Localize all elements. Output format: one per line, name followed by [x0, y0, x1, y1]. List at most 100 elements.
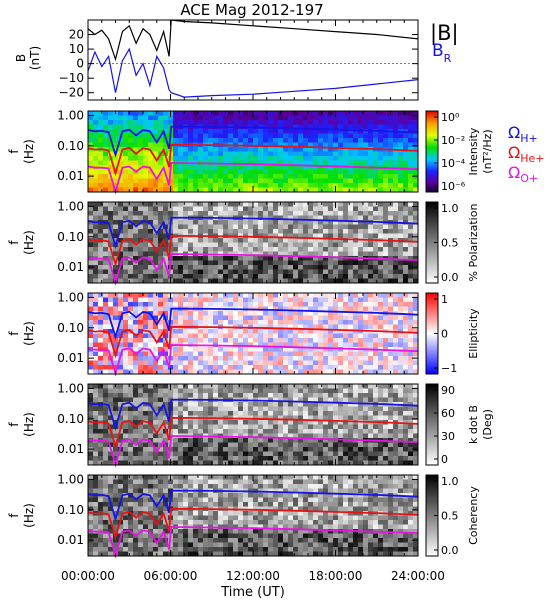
spectrogram-cell — [368, 342, 374, 348]
spectrogram-cell — [348, 311, 354, 316]
spectrogram-cell — [208, 129, 214, 134]
spectrogram-cell — [318, 169, 324, 175]
spectrogram-cell — [293, 456, 299, 461]
spectrogram-cell — [108, 220, 114, 225]
spectrogram-cell — [208, 247, 214, 252]
spectrogram-cell — [398, 393, 404, 398]
spectrogram-cell — [108, 365, 114, 370]
spectrogram-cell — [103, 178, 109, 184]
spectrogram-cell — [298, 220, 304, 225]
spectrogram-cell — [333, 397, 339, 403]
spectrogram-cell — [408, 156, 414, 161]
spectrogram-cell — [133, 233, 139, 239]
spectrogram-cell — [388, 206, 394, 212]
spectrogram-cell — [273, 442, 279, 448]
spectrogram-cell — [98, 397, 104, 403]
spectrogram-cell — [383, 447, 389, 452]
spectrogram-cell — [128, 115, 134, 121]
spectrogram-cell — [128, 547, 134, 552]
spectrogram-cell — [148, 360, 154, 366]
spectrogram-cell — [178, 183, 184, 188]
spectrogram-cell — [213, 138, 219, 143]
spectrogram-cell — [228, 338, 234, 343]
spectrogram-cell — [288, 111, 294, 116]
spectrogram-cell — [333, 224, 339, 230]
spectrogram-cell — [93, 260, 99, 266]
spectrogram-cell — [298, 233, 304, 239]
spectrogram-cell — [128, 460, 134, 466]
spectrogram-cell — [328, 451, 334, 457]
spectrogram-cell — [88, 429, 94, 434]
spectrogram-cell — [268, 260, 274, 266]
spectrogram-cell — [408, 138, 414, 143]
spectrogram-cell — [218, 369, 224, 375]
spectrogram-cell — [338, 420, 344, 425]
spectrogram-cell — [348, 329, 354, 334]
spectrogram-cell — [308, 142, 314, 148]
spectrogram-cell — [373, 397, 379, 403]
spectrogram-cell — [108, 142, 114, 148]
spectrogram-cell — [88, 138, 94, 143]
spectrogram-cell — [403, 342, 409, 348]
spectrogram-cell — [298, 306, 304, 312]
spectrogram-cell — [233, 129, 239, 134]
spectrogram-cell — [238, 447, 244, 452]
spectrogram-cell — [123, 429, 129, 434]
spectrogram-cell — [248, 202, 254, 207]
spectrogram-cell — [313, 242, 319, 248]
spectrogram-cell — [203, 442, 209, 448]
spectrogram-cell — [378, 133, 384, 139]
spectrogram-cell — [143, 551, 149, 557]
spectrogram-cell — [378, 206, 384, 212]
spectrogram-cell — [228, 269, 234, 275]
spectrogram-cell — [303, 415, 309, 421]
spectrogram-cell — [403, 356, 409, 361]
spectrogram-cell — [343, 442, 349, 448]
spectrogram-cell — [148, 538, 154, 543]
spectrogram-cell — [238, 369, 244, 375]
spectrogram-cell — [248, 256, 254, 261]
spectrogram-cell — [133, 460, 139, 466]
spectrogram-cell — [403, 406, 409, 412]
spectrogram-cell — [248, 293, 254, 298]
spectrogram-cell — [168, 388, 174, 394]
spectrogram-cell — [113, 360, 119, 366]
spectrogram-cell — [288, 338, 294, 343]
spectrogram-cell — [183, 220, 189, 225]
spectrogram-cell — [363, 356, 369, 361]
spectrogram-cell — [333, 388, 339, 394]
spectrogram-cell — [293, 115, 299, 121]
spectrogram-cell — [298, 397, 304, 403]
spectrogram-cell — [343, 429, 349, 434]
spectrogram-cell — [333, 297, 339, 303]
spectrogram-cell — [258, 129, 264, 134]
spectrogram-cell — [153, 311, 159, 316]
spectrogram-cell — [148, 265, 154, 270]
spectrogram-cell — [188, 260, 194, 266]
spectrogram-cell — [148, 211, 154, 216]
spectrogram-cell — [248, 111, 254, 116]
spectrogram-cell — [218, 442, 224, 448]
spectrogram-cell — [293, 351, 299, 357]
spectrogram-cell — [283, 456, 289, 461]
spectrogram-cell — [243, 238, 249, 243]
spectrogram-cell — [238, 329, 244, 334]
spectrogram-cell — [143, 202, 149, 207]
spectrogram-cell — [233, 151, 239, 157]
spectrogram-cell — [88, 402, 94, 407]
spectrogram-cell — [283, 202, 289, 207]
spectrogram-cell — [193, 297, 199, 303]
spectrogram-cell — [148, 497, 154, 503]
spectrogram-cell — [123, 324, 129, 330]
spectrogram-cell — [133, 506, 139, 512]
spectrogram-cell — [233, 147, 239, 152]
spectrogram-cell — [153, 224, 159, 230]
spectrogram-cell — [323, 360, 329, 366]
spectrogram-cell — [178, 388, 184, 394]
spectrogram-cell — [213, 315, 219, 321]
spectrogram-cell — [303, 238, 309, 243]
spectrogram-cell — [113, 324, 119, 330]
spectrogram-cell — [278, 320, 284, 325]
spectrogram-cell — [303, 220, 309, 225]
spectrogram-cell — [328, 233, 334, 239]
